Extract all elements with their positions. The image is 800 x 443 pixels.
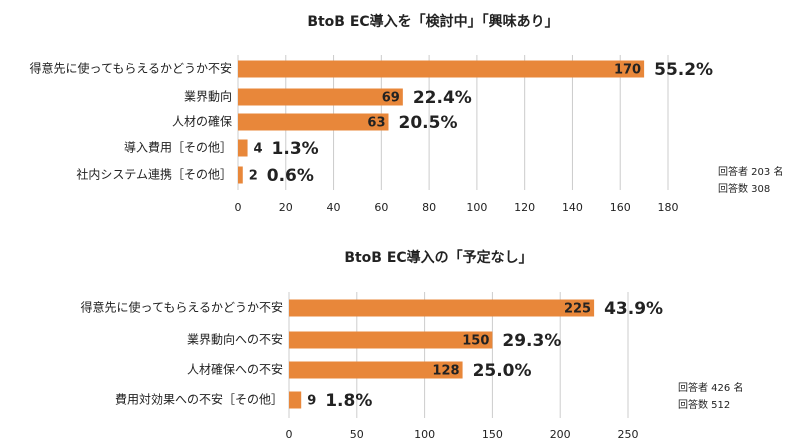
share-label: 20.5% xyxy=(399,113,458,133)
category-label: 業界動向への不安 xyxy=(187,332,283,347)
x-tick-label: 50 xyxy=(350,428,364,441)
value-label: 4 xyxy=(254,142,263,157)
x-tick-label: 60 xyxy=(374,201,388,214)
share-label: 55.2% xyxy=(654,60,713,80)
value-label: 69 xyxy=(382,91,400,106)
bar xyxy=(238,60,645,78)
value-label: 225 xyxy=(564,302,591,317)
x-tick-label: 160 xyxy=(610,201,631,214)
note: 回答者 203 名 xyxy=(718,165,783,178)
value-label: 63 xyxy=(367,116,385,131)
share-label: 1.3% xyxy=(272,139,319,159)
bar xyxy=(289,361,463,379)
share-label: 25.0% xyxy=(473,361,532,381)
category-label: 人材確保への不安 xyxy=(187,362,283,377)
chart-title: BtoB EC導入の「予定なし」 xyxy=(344,249,532,266)
category-label: 費用対効果への不安［その他］ xyxy=(115,392,283,407)
x-tick-label: 180 xyxy=(658,201,679,214)
bar xyxy=(289,331,493,349)
x-tick-label: 100 xyxy=(414,428,435,441)
category-label: 導入費用［その他］ xyxy=(124,140,232,155)
x-tick-label: 120 xyxy=(514,201,535,214)
x-tick-label: 100 xyxy=(466,201,487,214)
bar xyxy=(289,391,302,409)
x-tick-label: 150 xyxy=(482,428,503,441)
share-label: 29.3% xyxy=(502,331,561,351)
note: 回答数 308 xyxy=(718,182,770,195)
share-label: 1.8% xyxy=(325,391,372,411)
share-label: 22.4% xyxy=(413,88,472,108)
value-label: 128 xyxy=(432,364,459,379)
x-tick-label: 250 xyxy=(618,428,639,441)
bar xyxy=(238,88,403,106)
value-label: 2 xyxy=(249,169,258,184)
note: 回答者 426 名 xyxy=(678,381,743,394)
x-tick-label: 200 xyxy=(550,428,571,441)
category-label: 業界動向 xyxy=(184,89,232,104)
bar xyxy=(238,139,248,157)
x-tick-label: 20 xyxy=(279,201,293,214)
x-tick-label: 140 xyxy=(562,201,583,214)
category-label: 人材の確保 xyxy=(172,114,232,129)
note: 回答数 512 xyxy=(678,398,730,411)
x-tick-label: 0 xyxy=(235,201,242,214)
x-tick-label: 80 xyxy=(422,201,436,214)
bar xyxy=(238,113,389,131)
category-label: 社内システム連携［その他］ xyxy=(76,167,232,182)
category-label: 得意先に使ってもらえるかどうか不安 xyxy=(30,61,232,76)
value-label: 170 xyxy=(614,63,641,78)
chart-title: BtoB EC導入を「検討中」「興味あり」 xyxy=(307,13,558,30)
share-label: 43.9% xyxy=(604,299,663,319)
value-label: 9 xyxy=(307,394,316,409)
bar xyxy=(238,166,243,184)
x-tick-label: 0 xyxy=(286,428,293,441)
bar xyxy=(289,299,595,317)
category-label: 得意先に使ってもらえるかどうか不安 xyxy=(81,300,283,315)
share-label: 0.6% xyxy=(267,166,314,186)
x-tick-label: 40 xyxy=(327,201,341,214)
value-label: 150 xyxy=(462,334,489,349)
